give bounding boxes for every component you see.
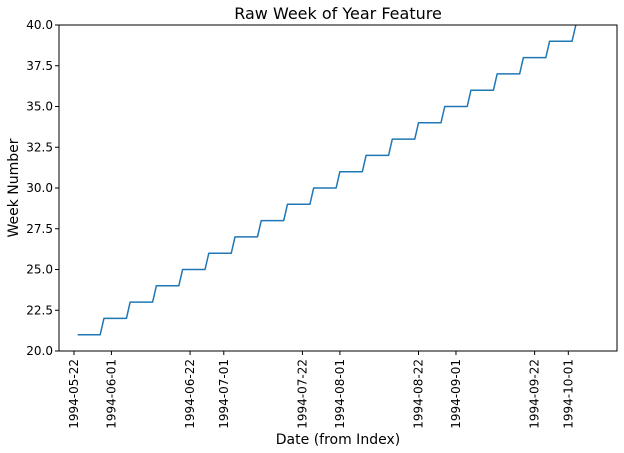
x-axis: 1994-05-22 1994-06-01 1994-06-22 1994-07-01…: [67, 351, 575, 429]
y-tick-label: 40.0: [26, 18, 53, 32]
series-line-0: [77, 24, 577, 336]
x-tick-label: 1994-07-22: [295, 359, 309, 429]
y-tick-label: 20.0: [26, 344, 53, 358]
y-tick-label: 37.5: [26, 59, 53, 73]
x-tick-label: 1994-08-22: [412, 359, 426, 429]
x-tick-label: 1994-08-01: [333, 359, 347, 429]
x-tick-label: 1994-10-01: [561, 359, 575, 429]
plot-area: [77, 24, 577, 336]
y-tick-label: 25.0: [26, 263, 53, 277]
x-tick-label: 1994-06-01: [104, 359, 118, 429]
y-axis-title: Week Number: [6, 138, 22, 237]
x-axis-title: Date (from Index): [276, 432, 400, 448]
x-tick-label: 1994-06-22: [183, 359, 197, 429]
y-tick-label: 35.0: [26, 100, 53, 114]
x-tick-label: 1994-09-22: [528, 359, 542, 429]
x-tick-label: 1994-07-01: [217, 359, 231, 429]
y-tick-label: 22.5: [26, 303, 53, 317]
y-tick-label: 30.0: [26, 181, 53, 195]
x-tick-label: 1994-05-22: [67, 359, 81, 429]
x-tick-label: 1994-09-01: [449, 359, 463, 429]
y-tick-label: 32.5: [26, 140, 53, 154]
y-tick-label: 27.5: [26, 222, 53, 236]
chart-title: Raw Week of Year Feature: [234, 4, 442, 23]
y-axis: 20.0 22.5 25.0 27.5 30.0 32.5 35.0 37.5 40.0: [26, 18, 59, 358]
